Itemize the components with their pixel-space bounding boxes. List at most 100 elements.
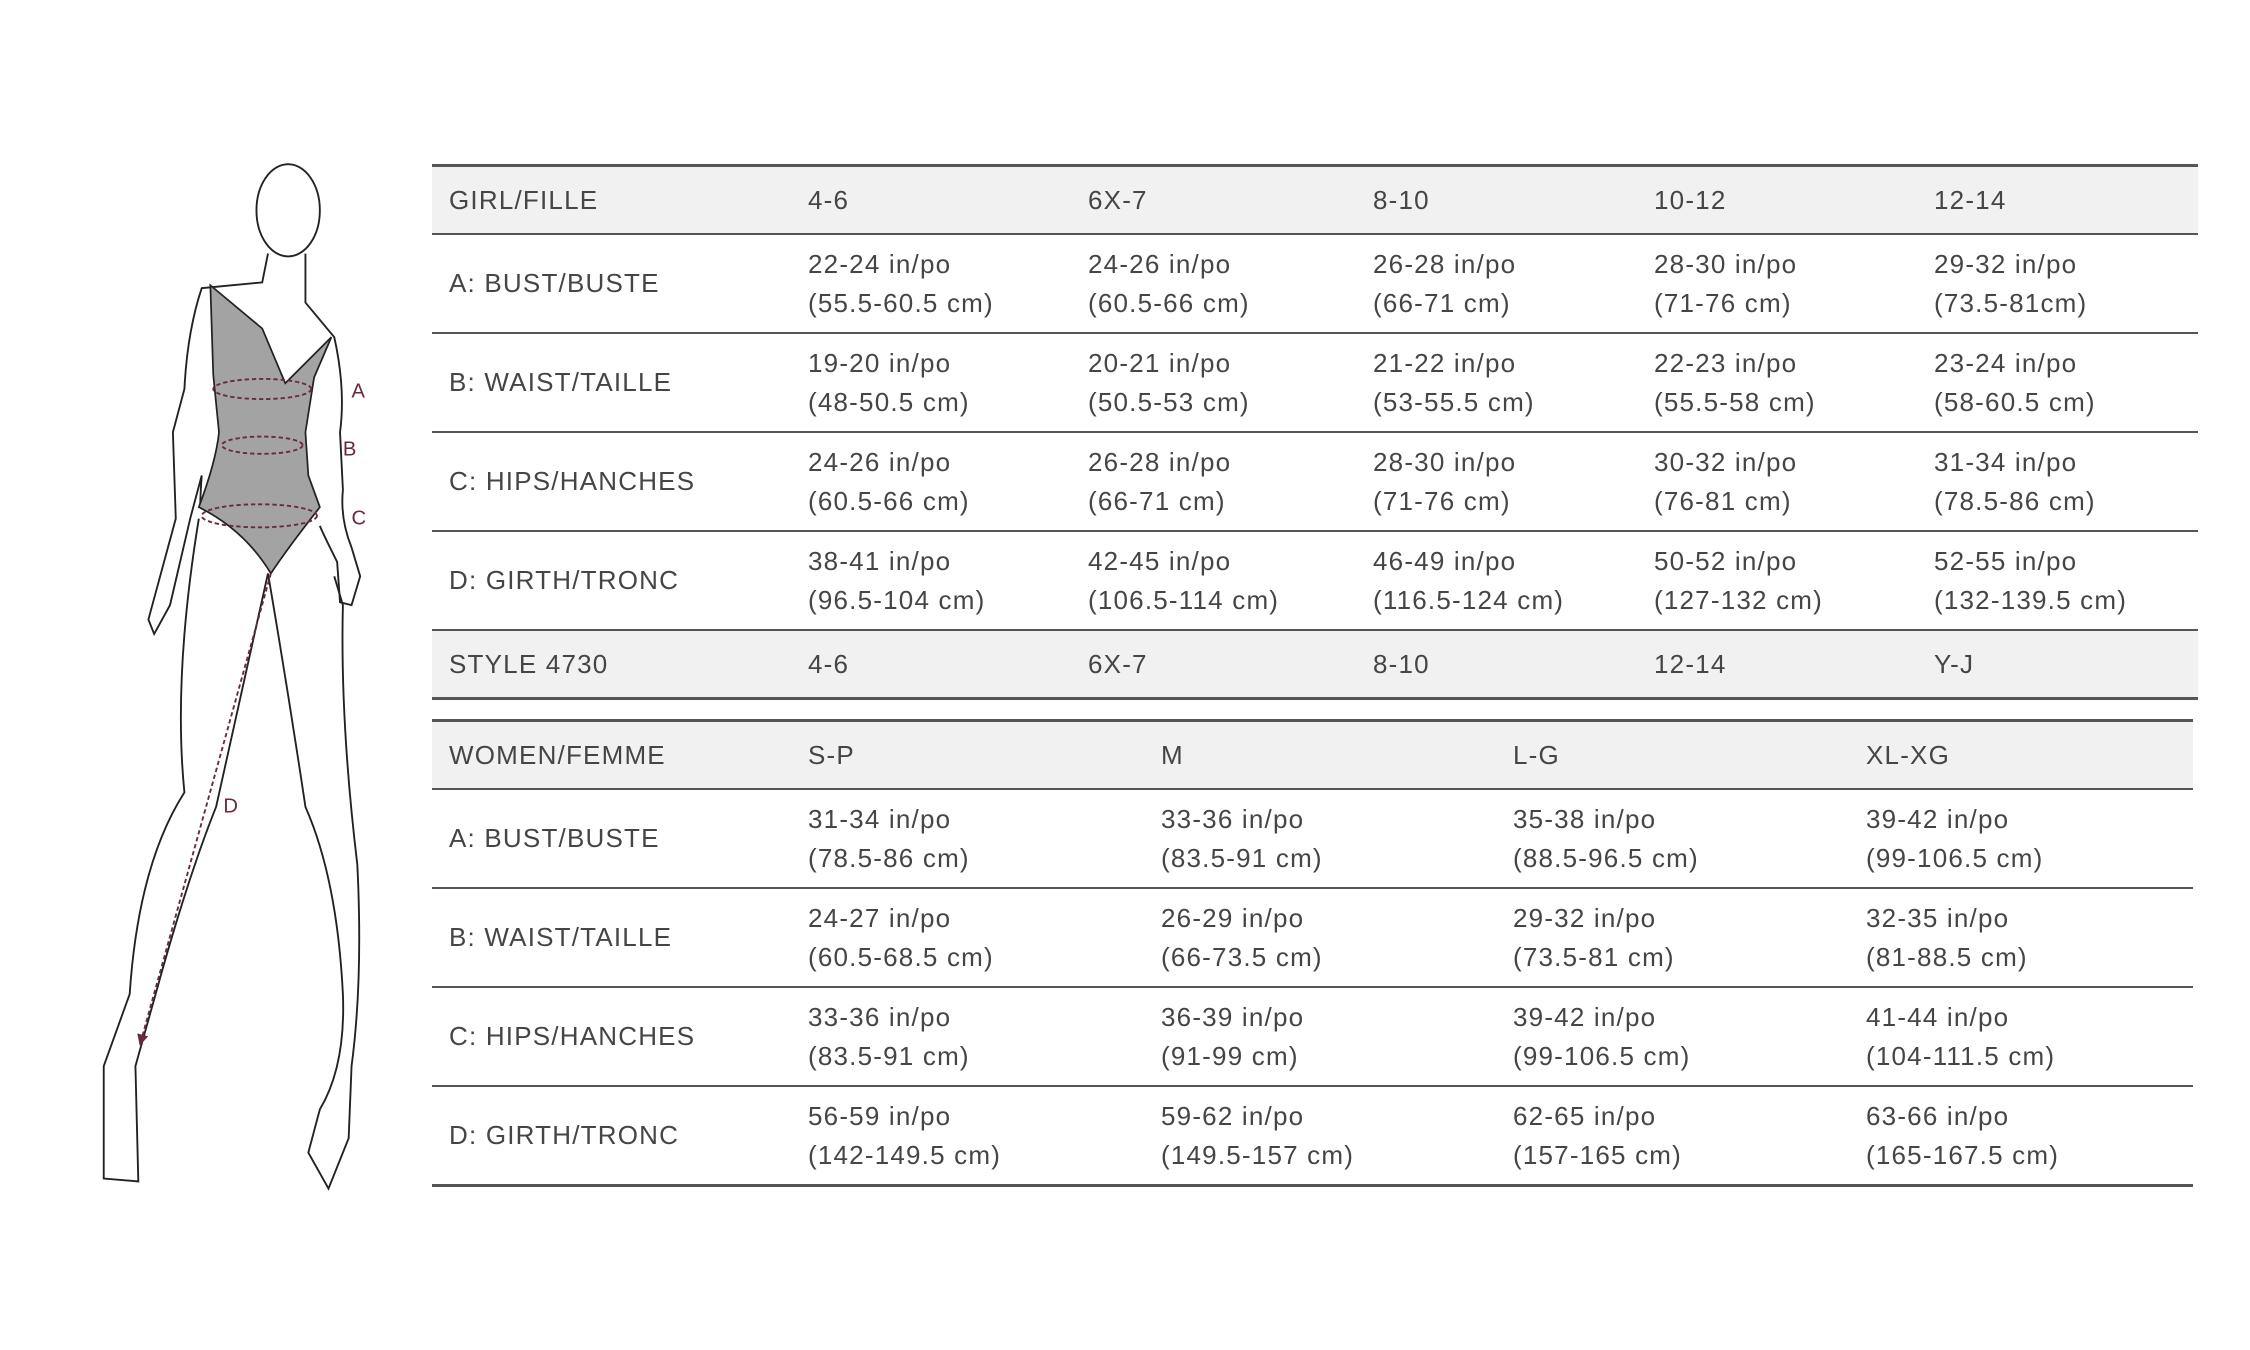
measurement-value-line: 38-41 in/po	[808, 545, 952, 576]
size-header: M	[1161, 722, 1184, 788]
measurement-label: C: HIPS/HANCHES	[449, 988, 695, 1085]
header-row: WOMEN/FEMME S-P M L-G XL-XG	[432, 719, 2193, 790]
measurement-value-line: 31-34 in/po	[808, 803, 952, 834]
measurement-value-line: (71-76 cm)	[1654, 287, 1792, 318]
measurement-value-line: 20-21 in/po	[1088, 347, 1232, 378]
measurement-value-line: 31-34 in/po	[1934, 446, 2078, 477]
measurement-value-line: (149.5-157 cm)	[1161, 1139, 1355, 1170]
women-size-table: WOMEN/FEMME S-P M L-G XL-XG A: BUST/BUSTE 31-3…	[432, 719, 2193, 1187]
size-header-line: L-G	[1513, 739, 1560, 770]
measurement-value-line: 26-29 in/po	[1161, 902, 1305, 933]
measurement-value: 24-27 in/po (60.5-68.5 cm)	[808, 889, 994, 986]
bodysuit-shape	[197, 283, 333, 576]
measurement-value-line: 28-30 in/po	[1373, 446, 1517, 477]
measurement-value-line: 24-26 in/po	[1088, 248, 1232, 279]
measurement-figure: A B C D	[102, 163, 367, 1191]
measurement-label: B: WAIST/TAILLE	[449, 889, 672, 986]
measurement-value-line: (60.5-68.5 cm)	[808, 941, 994, 972]
label-c: C	[352, 507, 367, 529]
measurement-value: 26-28 in/po (66-71 cm)	[1088, 433, 1231, 530]
size-header-line: 6X-7	[1088, 184, 1148, 215]
measurement-value: 29-32 in/po (73.5-81cm)	[1934, 235, 2087, 332]
size-header-line: 12-14	[1934, 184, 2007, 215]
size-header: 8-10	[1373, 167, 1430, 233]
measurement-label-line: C: HIPS/HANCHES	[449, 466, 696, 496]
measurement-value-line: (71-76 cm)	[1373, 485, 1511, 516]
measurement-value-line: 32-35 in/po	[1866, 902, 2010, 933]
table-title: WOMEN/FEMME	[449, 722, 666, 788]
measurement-value-line: 62-65 in/po	[1513, 1100, 1657, 1131]
measurement-value-line: (157-165 cm)	[1513, 1139, 1683, 1170]
measurement-value: 33-36 in/po (83.5-91 cm)	[1161, 790, 1323, 887]
measurement-value: 59-62 in/po (149.5-157 cm)	[1161, 1087, 1354, 1184]
measurement-value-line: 50-52 in/po	[1654, 545, 1798, 576]
style-size: 12-14	[1654, 631, 1727, 697]
measurement-value-line: (91-99 cm)	[1161, 1040, 1299, 1071]
measurement-value-line: (104-111.5 cm)	[1866, 1040, 2056, 1071]
measurement-value-line: (132-139.5 cm)	[1934, 584, 2128, 615]
measurement-value-line: (88.5-96.5 cm)	[1513, 842, 1699, 873]
measurement-value-line: (99-106.5 cm)	[1513, 1040, 1691, 1071]
table-row: C: HIPS/HANCHES 24-26 in/po (60.5-66 cm) 26…	[432, 433, 2198, 532]
measurement-value-line: (99-106.5 cm)	[1866, 842, 2044, 873]
measurement-value: 29-32 in/po (73.5-81 cm)	[1513, 889, 1675, 986]
measurement-value-line: 33-36 in/po	[1161, 803, 1305, 834]
measurement-value-line: (66-71 cm)	[1373, 287, 1511, 318]
measurement-label: A: BUST/BUSTE	[449, 235, 660, 332]
body-outline	[102, 163, 362, 1191]
size-header-line: S-P	[808, 739, 855, 770]
measurement-value: 36-39 in/po (91-99 cm)	[1161, 988, 1304, 1085]
measurement-value-line: 41-44 in/po	[1866, 1001, 2010, 1032]
size-header: S-P	[808, 722, 855, 788]
measurement-value: 22-24 in/po (55.5-60.5 cm)	[808, 235, 994, 332]
label-b: B	[343, 438, 356, 460]
table-title-line: GIRL/FILLE	[449, 184, 599, 215]
table-row: D: GIRTH/TRONC 38-41 in/po (96.5-104 cm) 42…	[432, 532, 2198, 631]
measurement-value-line: (78.5-86 cm)	[1934, 485, 2096, 516]
measurement-value-line: 63-66 in/po	[1866, 1100, 2010, 1131]
measurement-value: 31-34 in/po (78.5-86 cm)	[1934, 433, 2096, 530]
measurement-value-line: (81-88.5 cm)	[1866, 941, 2028, 972]
measurement-value: 24-26 in/po (60.5-66 cm)	[1088, 235, 1250, 332]
measurement-value: 28-30 in/po (71-76 cm)	[1373, 433, 1516, 530]
measurement-label: D: GIRTH/TRONC	[449, 1087, 679, 1184]
measurement-value-line: (83.5-91 cm)	[808, 1040, 970, 1071]
measurement-value: 26-28 in/po (66-71 cm)	[1373, 235, 1516, 332]
size-header-line: XL-XG	[1866, 739, 1951, 770]
measurement-value-line: (60.5-66 cm)	[1088, 287, 1250, 318]
measurement-value-line: 39-42 in/po	[1513, 1001, 1657, 1032]
measurement-value-line: 42-45 in/po	[1088, 545, 1232, 576]
style-size: 4-6	[808, 631, 849, 697]
table-row: B: WAIST/TAILLE 24-27 in/po (60.5-68.5 cm)…	[432, 889, 2193, 988]
style-row: STYLE 4730 4-6 6X-7 8-10 12-14 Y-J	[432, 631, 2198, 700]
measurement-value-line: 24-26 in/po	[808, 446, 952, 477]
measurement-value-line: (106.5-114 cm)	[1088, 584, 1280, 615]
style-label-line: STYLE 4730	[449, 648, 609, 679]
measurement-value: 42-45 in/po (106.5-114 cm)	[1088, 532, 1279, 629]
size-header: 12-14	[1934, 167, 2007, 233]
measurement-label-line: D: GIRTH/TRONC	[449, 1120, 680, 1150]
measurement-value-line: 29-32 in/po	[1934, 248, 2078, 279]
table-row: D: GIRTH/TRONC 56-59 in/po (142-149.5 cm) 5…	[432, 1087, 2193, 1187]
style-size: Y-J	[1934, 631, 1974, 697]
measurement-value-line: 39-42 in/po	[1866, 803, 2010, 834]
measurement-value-line: (165-167.5 cm)	[1866, 1139, 2060, 1170]
size-header-line: 8-10	[1373, 184, 1430, 215]
measurement-value: 30-32 in/po (76-81 cm)	[1654, 433, 1797, 530]
measurement-value: 50-52 in/po (127-132 cm)	[1654, 532, 1823, 629]
measurement-value-line: (78.5-86 cm)	[808, 842, 970, 873]
measurement-value: 52-55 in/po (132-139.5 cm)	[1934, 532, 2127, 629]
size-header-line: M	[1161, 739, 1184, 770]
size-header: L-G	[1513, 722, 1560, 788]
measurement-value: 56-59 in/po (142-149.5 cm)	[808, 1087, 1001, 1184]
table-row: A: BUST/BUSTE 22-24 in/po (55.5-60.5 cm) 24…	[432, 235, 2198, 334]
measurement-label: C: HIPS/HANCHES	[449, 433, 695, 530]
measurement-value-line: 22-23 in/po	[1654, 347, 1798, 378]
measurement-value: 20-21 in/po (50.5-53 cm)	[1088, 334, 1250, 431]
measurement-value-line: 26-28 in/po	[1373, 248, 1517, 279]
measurement-value: 31-34 in/po (78.5-86 cm)	[808, 790, 970, 887]
measurement-value-line: (66-73.5 cm)	[1161, 941, 1323, 972]
measurement-label-line: C: HIPS/HANCHES	[449, 1021, 696, 1051]
measurement-label-line: A: BUST/BUSTE	[449, 823, 660, 853]
style-size-line: 6X-7	[1088, 648, 1148, 679]
